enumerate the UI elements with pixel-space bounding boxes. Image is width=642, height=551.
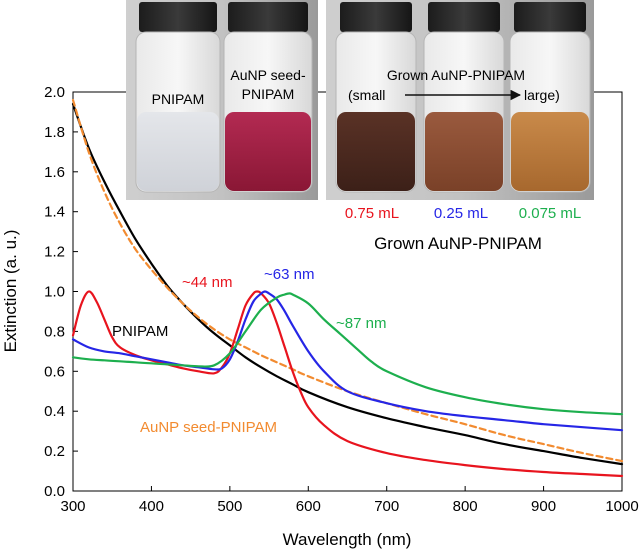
- vial-aunp-seed: [223, 2, 313, 193]
- inset-label-small: (small: [348, 87, 385, 103]
- y-tick-label: 0.4: [44, 403, 65, 420]
- y-axis: 0.0 0.2 0.4 0.6 0.8 1.0 1.2 1.4 1.6 1.8 2.0: [44, 84, 78, 500]
- y-tick-label: 1.4: [44, 204, 65, 221]
- inset-label-seed-1: AuNP seed-: [230, 67, 306, 83]
- annotation-pnipam: PNIPAM: [112, 323, 168, 340]
- x-tick-label: 1000: [605, 498, 638, 515]
- vial-grown-medium: [423, 2, 505, 193]
- y-tick-label: 1.6: [44, 164, 65, 181]
- x-tick-label: 800: [453, 498, 478, 515]
- inset-label-grown: Grown AuNP-PNIPAM: [387, 67, 525, 83]
- series-line-0-75-ml: [71, 290, 624, 478]
- label-vol-075: 0.75 mL: [345, 205, 399, 222]
- vial-pnipam: [135, 2, 221, 193]
- inset-label-large: large): [524, 87, 560, 103]
- x-tick-label: 400: [139, 498, 164, 515]
- x-axis: 300 400 500 600 700 800 900 1000: [60, 486, 639, 515]
- x-tick-label: 500: [217, 498, 242, 515]
- y-axis-label: Extinction (a. u.): [1, 230, 20, 353]
- x-tick-label: 900: [531, 498, 556, 515]
- series-line-aunp-seed-pnipam: [71, 98, 624, 463]
- annotation-44nm: ~44 nm: [182, 274, 232, 291]
- x-tick-label: 300: [60, 498, 85, 515]
- annotation-87nm: ~87 nm: [336, 315, 386, 332]
- label-grown-caption: Grown AuNP-PNIPAM: [374, 234, 542, 253]
- vial-grown-small: [335, 2, 417, 193]
- y-tick-label: 0.8: [44, 323, 65, 340]
- y-tick-label: 0.2: [44, 443, 65, 460]
- label-vol-025: 0.25 mL: [434, 205, 488, 222]
- inset-photo-left: PNIPAM AuNP seed- PNIPAM: [126, 0, 318, 200]
- x-axis-label: Wavelength (nm): [283, 530, 412, 549]
- annotation-aunp-seed: AuNP seed-PNIPAM: [140, 419, 277, 436]
- series-line-0-075-ml: [71, 292, 624, 416]
- y-tick-label: 1.8: [44, 124, 65, 141]
- vial-grown-large: [509, 2, 591, 193]
- y-tick-label: 0.0: [44, 483, 65, 500]
- annotation-63nm: ~63 nm: [264, 266, 314, 283]
- y-tick-label: 0.6: [44, 363, 65, 380]
- x-tick-label: 600: [296, 498, 321, 515]
- y-tick-label: 1.0: [44, 284, 65, 301]
- series-line-pnipam: [71, 102, 624, 466]
- y-tick-label: 2.0: [44, 84, 65, 101]
- inset-label-pnipam: PNIPAM: [152, 91, 205, 107]
- inset-photo-right: Grown AuNP-PNIPAM (small large): [326, 0, 594, 200]
- y-tick-label: 1.2: [44, 244, 65, 261]
- inset-label-seed-2: PNIPAM: [242, 86, 295, 102]
- series-line-0-25-ml: [71, 290, 624, 432]
- x-tick-label: 700: [374, 498, 399, 515]
- series-layer: [71, 98, 624, 478]
- label-vol-0075: 0.075 mL: [519, 205, 582, 222]
